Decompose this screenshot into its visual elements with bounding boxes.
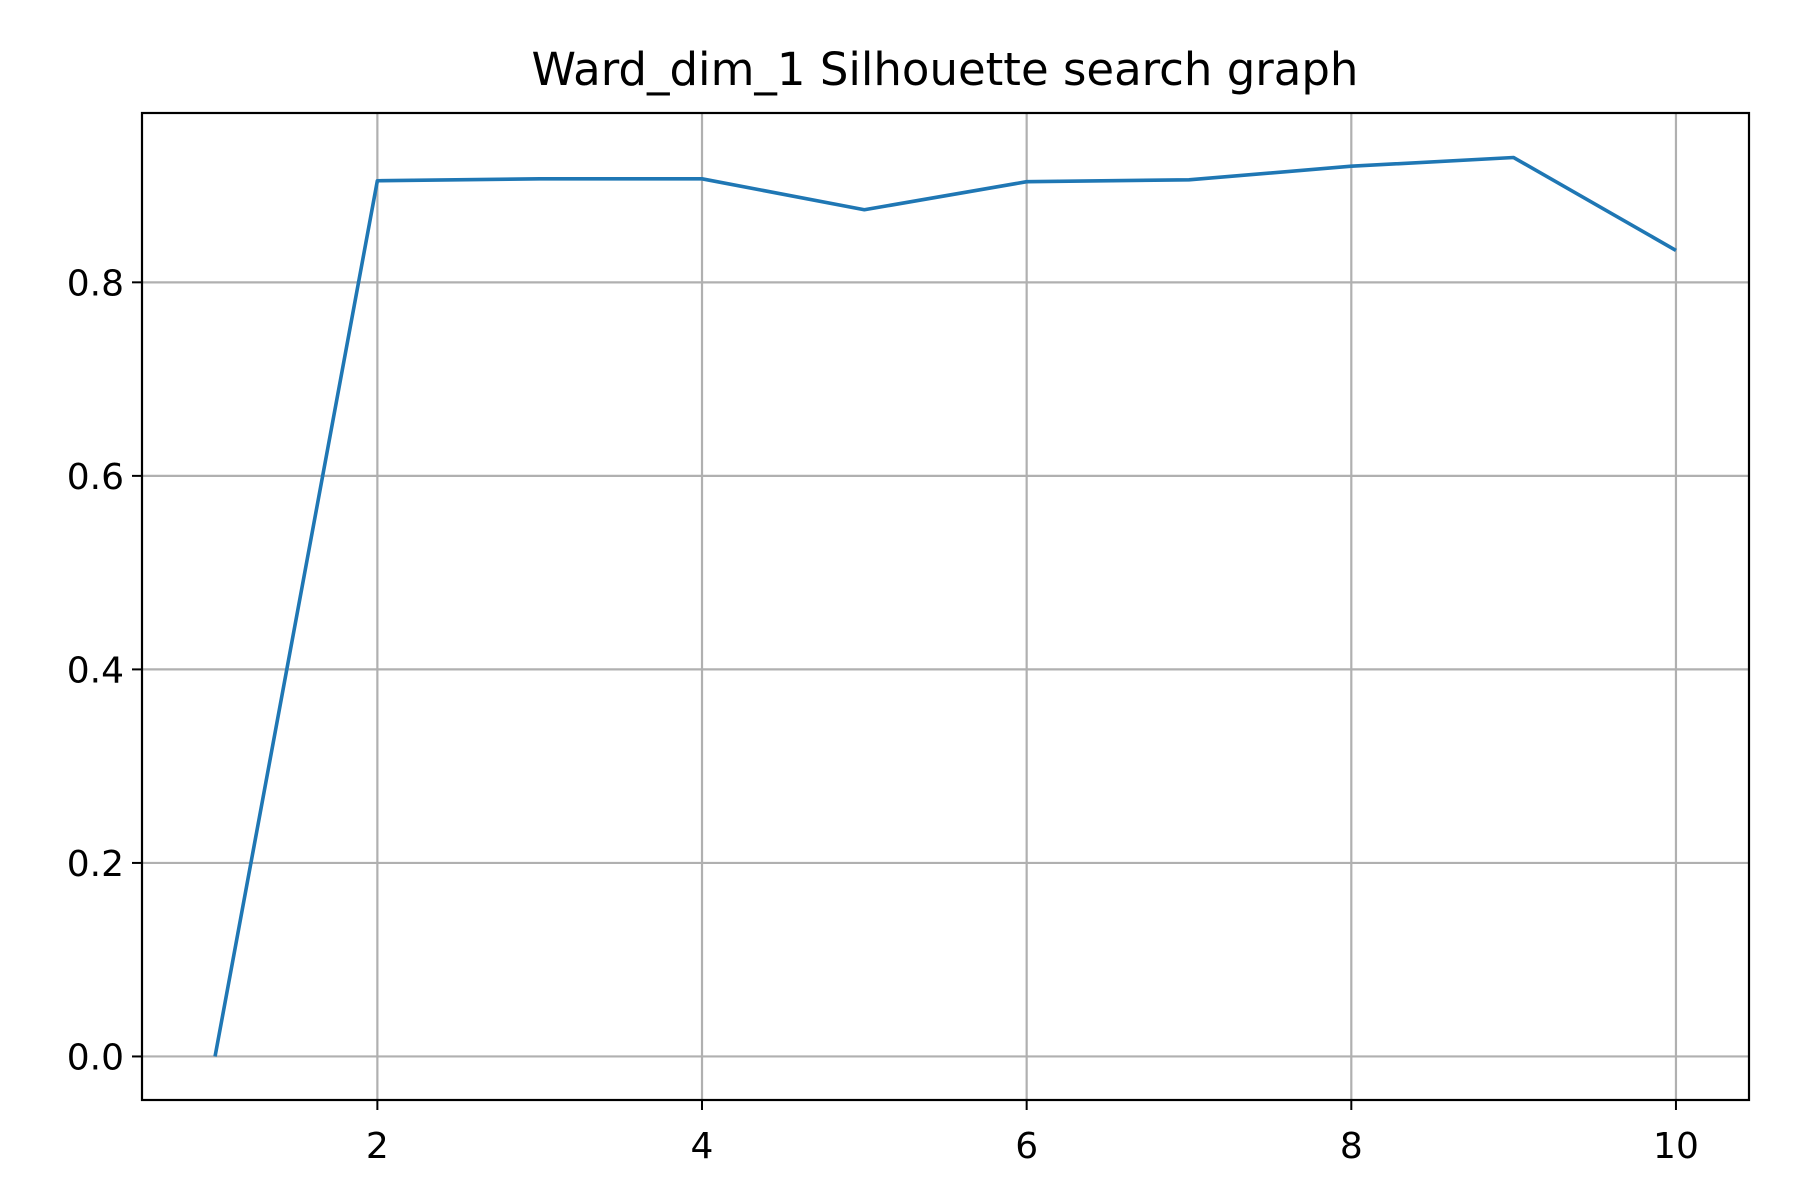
chart-title: Ward_dim_1 Silhouette search graph	[532, 43, 1359, 96]
x-tick-label: 6	[1015, 1126, 1038, 1167]
x-tick-label: 4	[691, 1126, 714, 1167]
x-tick-label: 10	[1653, 1126, 1699, 1167]
x-tick-label: 8	[1340, 1126, 1363, 1167]
y-tick-label: 0.6	[67, 457, 124, 498]
y-tick-label: 0.8	[67, 263, 124, 304]
y-tick-label: 0.4	[67, 650, 124, 691]
grid-layer	[142, 113, 1749, 1100]
series-layer	[213, 155, 1677, 1057]
x-tick-label: 2	[366, 1126, 389, 1167]
series-line-silhouette	[213, 155, 1677, 1057]
y-tick-label: 0.2	[67, 844, 124, 885]
ticks-layer: 2 4 6 8 10 0.0 0.2 0.4 0.6 0.8	[67, 263, 1699, 1167]
y-tick-label: 0.0	[67, 1037, 124, 1078]
axes-frame	[140, 111, 1751, 1102]
